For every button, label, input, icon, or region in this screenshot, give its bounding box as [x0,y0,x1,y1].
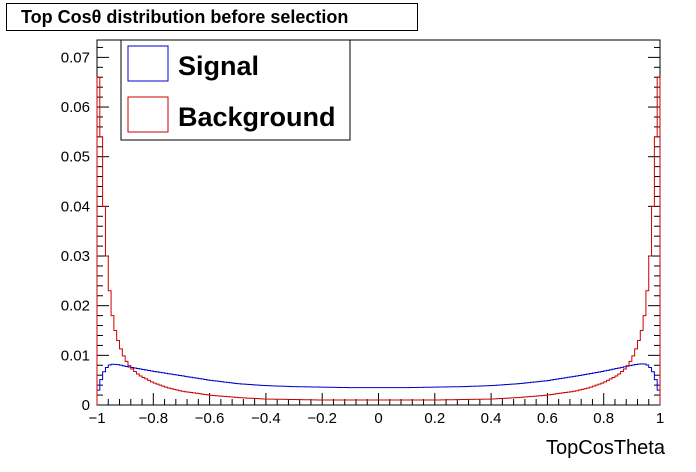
x-tick-label: −1 [88,410,105,427]
series-signal-histogram [96,363,661,405]
x-tick-label: −0.6 [195,410,225,427]
legend: Signal Background [120,39,351,141]
x-tick-label: 0.2 [424,410,445,427]
legend-swatch-signal [127,45,169,82]
x-tick-label: 0.6 [537,410,558,427]
y-tick-label: 0.05 [61,149,90,166]
ticks-layer: −1 −0.8 −0.6 −0.4 −0.2 0 0.2 0.4 0.6 0.8 1 0 0.01 0.0… [61,46,664,427]
legend-label-signal: Signal [178,51,259,81]
chart-title-text: Top Cosθ distribution before selection [21,7,349,27]
chart-title: Top Cosθ distribution before selection [6,3,418,31]
series-background-histogram [96,76,661,405]
y-tick-label: 0.07 [61,49,90,66]
x-tick-label: −0.8 [138,410,168,427]
legend-box [120,39,351,141]
y-tick-label: 0 [82,397,90,414]
x-axis-label: TopCosTheta [546,437,666,459]
y-tick-label: 0.01 [61,347,90,364]
x-tick-label: −0.4 [251,410,281,427]
legend-label-background: Background [178,102,336,132]
y-tick-label: 0.06 [61,99,90,116]
y-tick-label: 0.04 [61,198,90,215]
x-tick-label: −0.2 [307,410,337,427]
series-layer [96,76,661,405]
x-tick-label: 0.4 [481,410,502,427]
y-tick-label: 0.02 [61,298,90,315]
y-tick-label: 0.03 [61,248,90,265]
x-tick-label: 0.8 [593,410,614,427]
x-tick-label: 0 [374,410,382,427]
legend-swatch-background [127,96,169,133]
x-tick-label: 1 [656,410,664,427]
